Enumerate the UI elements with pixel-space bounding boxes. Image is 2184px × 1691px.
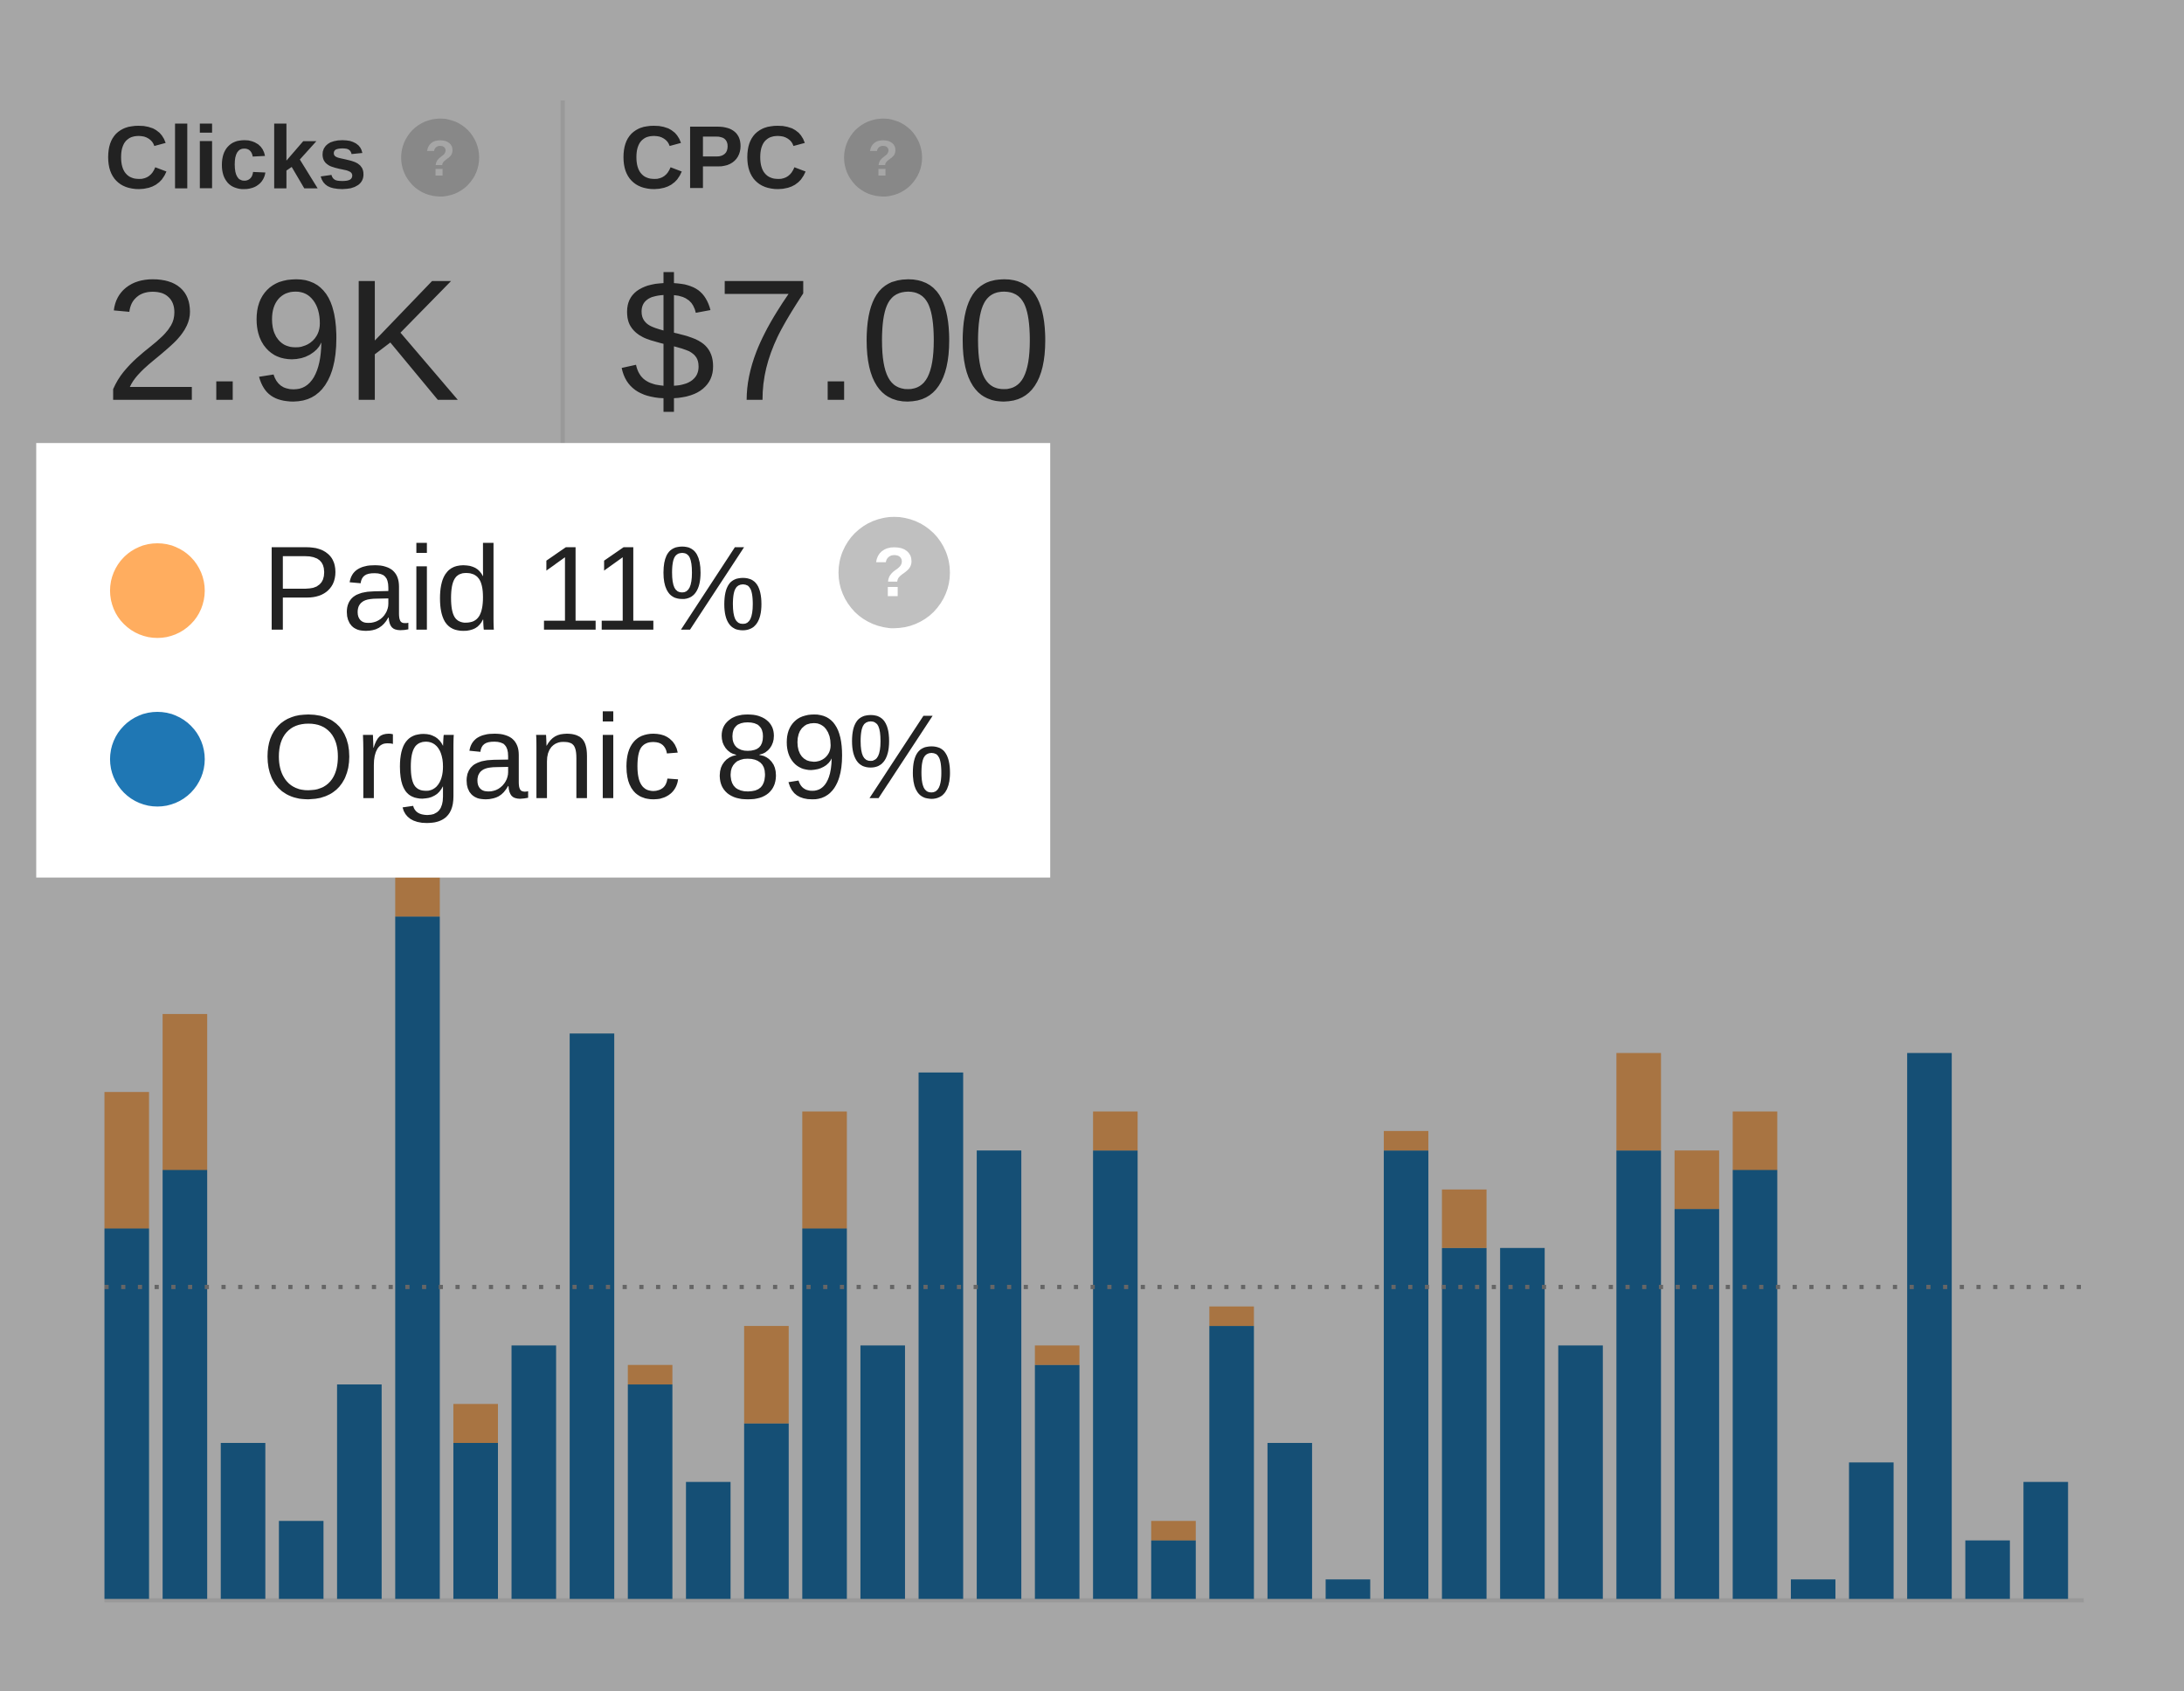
bar-segment bbox=[453, 1442, 498, 1599]
bar-segment bbox=[1384, 1150, 1429, 1599]
legend-dot bbox=[109, 711, 205, 807]
bar-segment bbox=[1732, 1111, 1778, 1170]
bar-segment bbox=[395, 916, 440, 1599]
bar-segment bbox=[860, 1345, 905, 1599]
bar-segment bbox=[802, 1228, 847, 1599]
bar-segment bbox=[1790, 1579, 1836, 1599]
bar-segment bbox=[1267, 1442, 1312, 1599]
legend-dot bbox=[109, 543, 205, 638]
metric-title: CPC bbox=[620, 107, 808, 207]
bar-segment bbox=[1965, 1540, 2010, 1599]
help-glyph: ? bbox=[867, 131, 898, 187]
legend-panel bbox=[36, 443, 1051, 878]
help-icon[interactable] bbox=[401, 118, 480, 197]
bar-segment bbox=[1558, 1345, 1603, 1599]
bar-segment bbox=[1209, 1306, 1254, 1327]
bar-segment bbox=[802, 1111, 847, 1229]
bar-segment bbox=[453, 1404, 498, 1443]
bar-segment bbox=[162, 1170, 208, 1599]
bar-segment bbox=[1093, 1111, 1138, 1151]
bar-segment bbox=[1441, 1189, 1487, 1248]
bar-segment bbox=[686, 1481, 731, 1599]
bar-segment bbox=[977, 1150, 1022, 1599]
bar-segment bbox=[627, 1364, 673, 1385]
bar-segment bbox=[918, 1072, 964, 1599]
chart bbox=[104, 877, 2084, 1603]
bar-segment bbox=[1034, 1345, 1080, 1365]
metric-value: $7.00 bbox=[620, 244, 1053, 437]
help-glyph: ? bbox=[873, 534, 916, 611]
bar-segment bbox=[279, 1521, 324, 1599]
bar-segment bbox=[104, 1228, 149, 1599]
bar-segment bbox=[627, 1384, 673, 1599]
legend-label: Paid 11% bbox=[262, 522, 766, 656]
bar-segment bbox=[1616, 1150, 1662, 1599]
bar-segment bbox=[104, 1092, 149, 1229]
bar-segment bbox=[1441, 1247, 1487, 1599]
bar-segment bbox=[743, 1326, 789, 1424]
bar-segment bbox=[1384, 1130, 1429, 1151]
metric-value: 2.9K bbox=[105, 244, 460, 437]
bar-segment bbox=[1849, 1462, 1894, 1599]
bar-segment bbox=[1616, 1053, 1662, 1151]
bar-segment bbox=[1151, 1540, 1196, 1599]
bar-segment bbox=[162, 1013, 208, 1170]
bar-segment bbox=[1034, 1364, 1080, 1599]
metric-title: Clicks bbox=[105, 107, 368, 207]
bar-segment bbox=[743, 1423, 789, 1599]
bar-segment bbox=[1151, 1521, 1196, 1541]
bar-segment bbox=[1500, 1247, 1545, 1599]
bar-segment bbox=[511, 1345, 556, 1599]
bar-segment bbox=[1209, 1326, 1254, 1599]
legend-label: Organic 89% bbox=[262, 691, 955, 825]
bar-segment bbox=[570, 1033, 615, 1599]
bar-segment bbox=[1093, 1150, 1138, 1599]
bar-segment bbox=[2023, 1481, 2069, 1599]
bar-segment bbox=[395, 877, 440, 917]
bar-segment bbox=[1325, 1579, 1371, 1599]
bar-segment bbox=[1732, 1170, 1778, 1599]
bar-segment bbox=[1907, 1053, 1952, 1599]
help-glyph: ? bbox=[425, 131, 455, 187]
help-icon[interactable] bbox=[838, 516, 950, 629]
help-icon[interactable] bbox=[844, 118, 923, 197]
bar-segment bbox=[1674, 1150, 1719, 1210]
bar-segment bbox=[1674, 1209, 1719, 1599]
bar-segment bbox=[336, 1384, 382, 1599]
bar-segment bbox=[220, 1442, 266, 1599]
